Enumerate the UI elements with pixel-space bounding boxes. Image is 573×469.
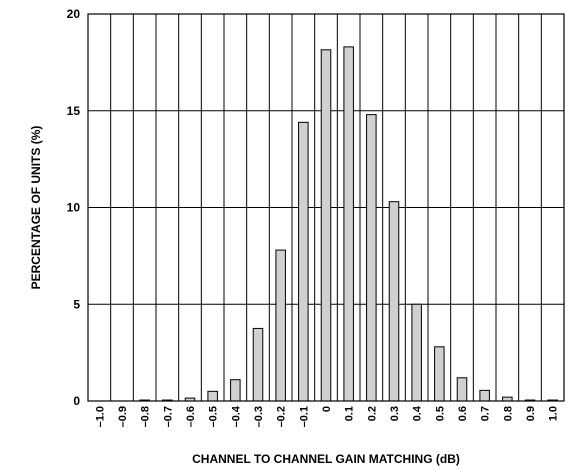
bar — [275, 249, 286, 402]
bar — [366, 114, 377, 402]
bar — [343, 46, 354, 402]
bar — [388, 201, 400, 402]
y-tick-label: 5 — [73, 297, 80, 311]
x-tick-label: 0.3 — [389, 406, 401, 421]
x-tick-label: –0.4 — [230, 405, 242, 427]
x-tick-label: 0.2 — [366, 406, 378, 421]
x-tick-label: –0.5 — [208, 406, 220, 427]
x-tick-label: 0.1 — [344, 406, 356, 421]
y-axis-label: PERCENTAGE OF UNITS (%) — [29, 126, 43, 290]
x-tick-label: –1.0 — [94, 406, 106, 427]
bar — [411, 303, 422, 402]
bar — [479, 389, 490, 402]
plot-frame — [87, 13, 565, 402]
x-axis-label: CHANNEL TO CHANNEL GAIN MATCHING (dB) — [192, 452, 460, 466]
x-tick-label: 0.6 — [457, 406, 469, 421]
bar — [456, 377, 468, 402]
x-tick-label: 0.8 — [502, 406, 514, 421]
bar — [320, 49, 332, 402]
y-tick-label: 20 — [67, 7, 81, 21]
y-tick-label: 10 — [67, 201, 81, 215]
y-tick-labels: 0 5 10 15 20 — [67, 7, 81, 408]
x-tick-label: 1.0 — [548, 406, 560, 421]
x-tick-label: –0.8 — [140, 406, 152, 427]
x-tick-label: 0.9 — [525, 406, 537, 421]
x-tick-label: –0.3 — [253, 406, 265, 427]
x-tick-label: –0.6 — [185, 406, 197, 427]
bar — [230, 379, 241, 402]
bar — [207, 390, 218, 402]
bar — [434, 346, 445, 402]
x-tick-label: 0.5 — [434, 406, 446, 421]
x-tick-label: –0.2 — [276, 406, 288, 427]
x-tick-labels: –1.0 –0.9 –0.8 –0.7 –0.6 –0.5 –0.4 –0.3 –0.2 –0.1… — [94, 405, 559, 427]
x-tick-label: –0.7 — [162, 406, 174, 427]
x-tick-label: –0.9 — [117, 406, 129, 427]
x-tick-label: 0.4 — [412, 405, 424, 421]
y-tick-label: 0 — [73, 394, 80, 408]
grid — [88, 14, 564, 401]
x-tick-label: 0 — [321, 406, 333, 412]
x-tick-label: –0.1 — [298, 406, 310, 427]
bar — [298, 121, 309, 402]
bar — [252, 327, 264, 402]
bars — [94, 46, 558, 402]
y-tick-label: 15 — [67, 104, 81, 118]
x-tick-label: 0.7 — [480, 406, 492, 421]
